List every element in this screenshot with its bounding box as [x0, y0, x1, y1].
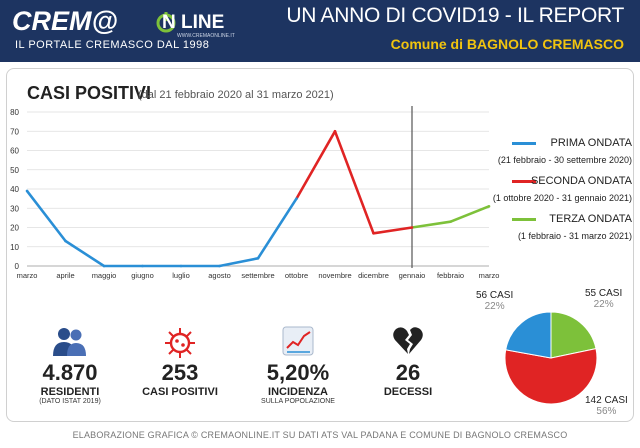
- logo-url: WWW.CREMAONLINE.IT: [177, 33, 235, 39]
- legend-label: PRIMA ONDATA: [550, 137, 633, 149]
- stat-block: 26 DECESSI: [360, 326, 456, 398]
- y-tick-label: 30: [10, 204, 19, 213]
- data-point: [25, 189, 29, 193]
- x-tick-label: dicembre: [358, 271, 389, 280]
- pie-slice-label: 55 CASI 22%: [585, 288, 622, 310]
- pie-slice-label: 56 CASI 22%: [476, 290, 513, 312]
- legend-range: (1 febbraio - 31 marzo 2021): [517, 231, 632, 241]
- stat-value: 253: [161, 360, 199, 385]
- legend-swatch: [512, 180, 536, 183]
- header-bar: CREM@ N LINE WWW.CREMAONLINE.IT IL PORTA…: [0, 0, 640, 62]
- data-point: [102, 264, 106, 268]
- pie-slice-pct: 22%: [593, 299, 614, 310]
- x-tick-label: marzo: [479, 271, 500, 280]
- data-point: [410, 226, 414, 229]
- x-tick-label: maggio: [92, 271, 117, 280]
- stat-label: RESIDENTI: [40, 386, 100, 398]
- stat-value: 5,20%: [266, 360, 330, 385]
- stat-label: INCIDENZA: [268, 386, 328, 398]
- chart-subtitle: (dal 21 febbraio 2020 al 31 marzo 2021): [138, 89, 334, 101]
- x-tick-label: gennaio: [399, 271, 426, 280]
- logo-main: CREM@: [12, 6, 118, 36]
- x-tick-label: febbraio: [437, 271, 464, 280]
- x-tick-label: aprile: [56, 271, 74, 280]
- data-point: [333, 129, 337, 133]
- logo[interactable]: CREM@ N LINE WWW.CREMAONLINE.IT IL PORTA…: [12, 6, 312, 56]
- stat-note: SULLA POPOLAZIONE: [261, 398, 335, 405]
- logo-online: N LINE: [162, 12, 225, 33]
- series-line: [25, 190, 298, 268]
- series-line: [295, 130, 413, 235]
- data-point: [64, 239, 67, 243]
- data-point: [141, 264, 144, 268]
- power-icon: [156, 12, 176, 33]
- people-icon: [22, 326, 118, 360]
- stat-label: DECESSI: [383, 386, 433, 398]
- pie-slice-pct: 22%: [484, 301, 505, 312]
- data-point: [179, 264, 183, 268]
- y-tick-label: 0: [15, 262, 20, 271]
- data-point: [487, 205, 491, 208]
- stat-block: 4.870 RESIDENTI (DATO ISTAT 2019): [22, 326, 118, 405]
- pie-slice-count: 55 CASI: [585, 288, 623, 299]
- pie-slice-count: 56 CASI: [476, 290, 514, 301]
- chart-title: CASI POSITIVI: [27, 83, 152, 103]
- data-point: [449, 220, 452, 224]
- data-point: [372, 231, 375, 235]
- stat-value: 4.870: [42, 360, 98, 385]
- legend-range: (21 febbraio - 30 settembre 2020): [497, 155, 632, 165]
- trend-chart-icon: [250, 326, 346, 360]
- x-tick-label: luglio: [172, 271, 190, 280]
- y-tick-label: 50: [10, 166, 19, 175]
- data-point: [256, 257, 260, 260]
- legend-label: SECONDA ONDATA: [530, 175, 632, 187]
- legend-range: (1 ottobre 2020 - 31 gennaio 2021): [492, 193, 632, 203]
- stat-note: (DATO ISTAT 2019): [39, 398, 101, 405]
- pie-slice-count: 142 CASI: [585, 395, 628, 406]
- x-tick-label: novembre: [318, 271, 351, 280]
- y-tick-label: 70: [10, 127, 19, 136]
- y-tick-label: 20: [10, 224, 19, 233]
- pie-slice-label: 142 CASI 56%: [585, 395, 628, 417]
- y-tick-label: 40: [10, 185, 19, 194]
- pie-slice-pct: 56%: [596, 406, 617, 417]
- x-tick-label: ottobre: [285, 271, 308, 280]
- report-subtitle: Comune di BAGNOLO CREMASCO: [390, 36, 624, 52]
- data-point: [218, 264, 221, 268]
- y-tick-label: 10: [10, 243, 19, 252]
- data-point: [295, 197, 298, 200]
- x-tick-label: agosto: [208, 271, 231, 280]
- series-line: [411, 205, 490, 229]
- report-title: UN ANNO DI COVID19 - IL REPORT: [286, 4, 624, 27]
- y-tick-label: 60: [10, 147, 19, 156]
- legend-swatch: [512, 218, 536, 221]
- stat-label: CASI POSITIVI: [142, 386, 218, 398]
- virus-icon: [132, 326, 228, 360]
- footer-credit: ELABORAZIONE GRAFICA © CREMAONLINE.IT SU…: [72, 430, 568, 440]
- legend-swatch: [512, 142, 536, 145]
- broken-heart-icon: [360, 326, 456, 360]
- legend-label: TERZA ONDATA: [549, 213, 632, 225]
- stat-block: 253 CASI POSITIVI: [132, 326, 228, 398]
- stat-block: 5,20% INCIDENZA SULLA POPOLAZIONE: [250, 326, 346, 405]
- y-tick-label: 80: [10, 108, 19, 117]
- x-tick-label: settembre: [241, 271, 274, 280]
- x-tick-label: giugno: [131, 271, 154, 280]
- logo-tagline: IL PORTALE CREMASCO DAL 1998: [15, 39, 210, 51]
- stat-value: 26: [395, 360, 421, 385]
- x-tick-label: marzo: [17, 271, 38, 280]
